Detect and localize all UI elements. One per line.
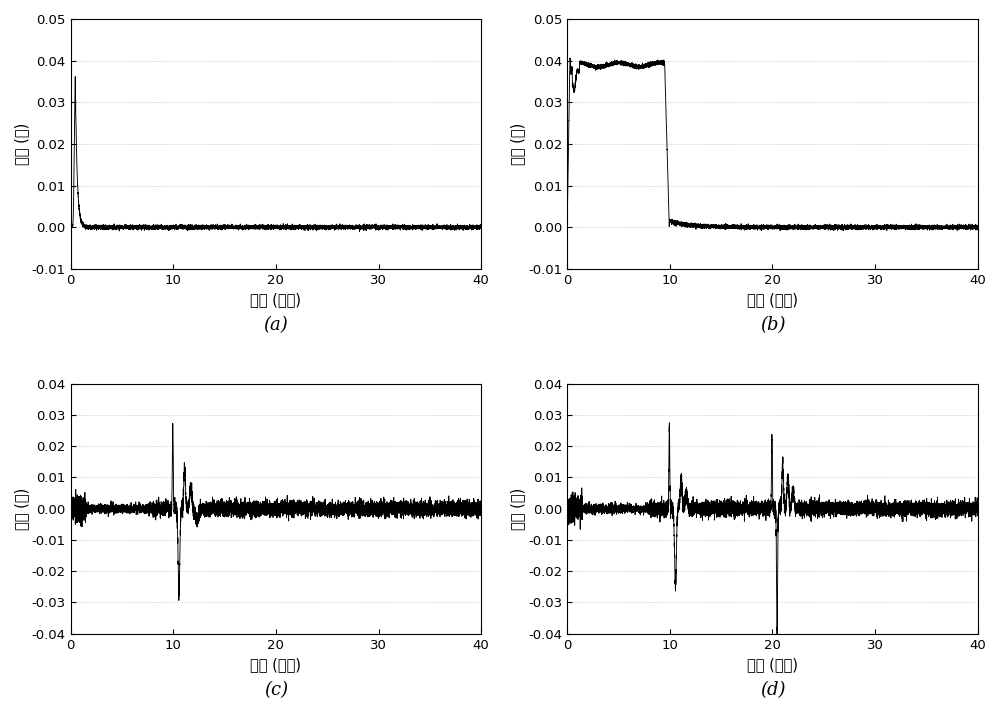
Y-axis label: 幅値 (伏): 幅値 (伏) — [510, 488, 525, 530]
Text: (b): (b) — [760, 317, 785, 334]
Y-axis label: 幅値 (伏): 幅値 (伏) — [510, 123, 525, 165]
Y-axis label: 幅値 (伏): 幅値 (伏) — [14, 123, 29, 165]
Text: (c): (c) — [264, 681, 288, 699]
X-axis label: 时间 (微秒): 时间 (微秒) — [250, 292, 301, 307]
X-axis label: 时间 (微秒): 时间 (微秒) — [747, 657, 798, 672]
Text: (d): (d) — [760, 681, 785, 699]
Y-axis label: 幅値 (伏): 幅値 (伏) — [14, 488, 29, 530]
X-axis label: 时间 (微秒): 时间 (微秒) — [250, 657, 301, 672]
Text: (a): (a) — [264, 317, 288, 334]
X-axis label: 时间 (微秒): 时间 (微秒) — [747, 292, 798, 307]
